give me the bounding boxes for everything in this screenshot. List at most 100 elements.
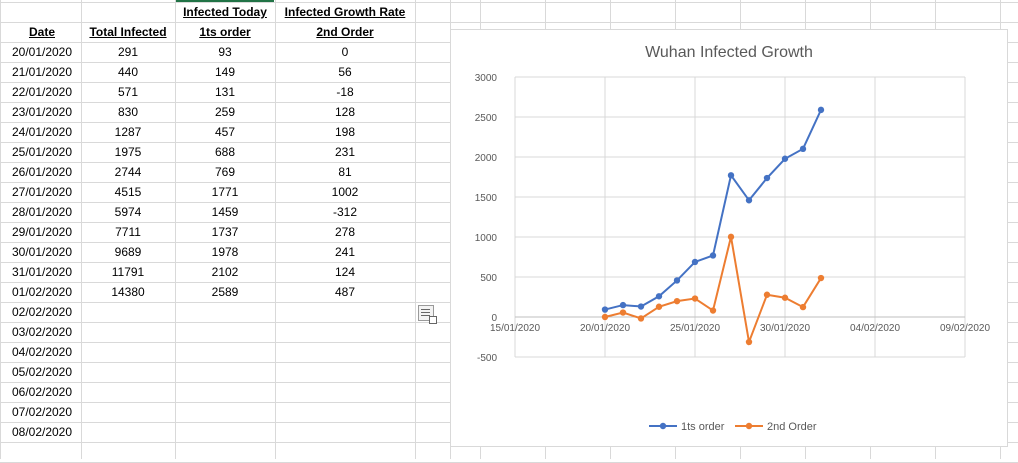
table-cell[interactable]: 31/01/2020 [11,265,73,279]
paste-options-icon[interactable] [418,305,437,324]
table-cell[interactable]: 231 [334,145,356,159]
grid-column-line [275,0,276,459]
table-cell[interactable]: 198 [334,125,356,139]
table-cell[interactable]: 571 [117,85,139,99]
table-cell[interactable]: 07/02/2020 [11,405,73,419]
data-point [763,291,771,298]
table-cell[interactable]: 291 [117,45,139,59]
table-cell[interactable]: 03/02/2020 [11,325,73,339]
data-point [745,197,753,204]
table-cell[interactable]: 25/01/2020 [11,145,73,159]
table-cell[interactable]: 440 [117,65,139,79]
table-cell[interactable]: 29/01/2020 [11,225,73,239]
grid-column-line [81,0,82,459]
data-point [781,155,789,162]
header-cell[interactable]: Infected Today [183,5,267,19]
table-cell[interactable]: 28/01/2020 [11,205,73,219]
header-cell[interactable]: Total Infected [89,25,167,39]
table-cell[interactable]: 5974 [114,205,142,219]
table-cell[interactable]: 1287 [114,125,142,139]
y-tick-label: 2500 [475,113,498,124]
table-cell[interactable]: 21/01/2020 [11,65,73,79]
data-point [781,294,789,301]
table-cell[interactable]: 93 [218,45,232,59]
header-cell[interactable]: 1ts order [199,25,251,39]
grid-row-line [0,2,1018,3]
y-tick-label: 1500 [475,193,498,204]
data-point [673,297,681,305]
table-cell[interactable]: 56 [338,65,352,79]
data-point [727,172,735,179]
table-cell[interactable]: 278 [334,225,356,239]
table-cell[interactable]: 27/01/2020 [11,185,73,199]
table-cell[interactable]: 04/02/2020 [11,345,73,359]
data-point [799,303,807,311]
x-tick-label: 25/01/2020 [670,323,720,334]
table-cell[interactable]: 0 [341,45,349,59]
data-point [601,306,609,313]
data-point [727,233,735,241]
table-cell[interactable]: 01/02/2020 [11,285,73,299]
chart-container[interactable]: Wuhan Infected Growth -500 0 500 1000 1500 200… [450,29,1008,447]
table-cell[interactable]: 124 [334,265,356,279]
data-point [637,315,645,322]
table-cell[interactable]: 14380 [111,285,145,299]
header-cell[interactable]: Infected Growth Rate [284,5,406,19]
table-cell[interactable]: 11791 [111,265,145,279]
data-point [655,293,663,300]
x-tick-label: 20/01/2020 [580,323,630,334]
grid-column-line [175,0,176,459]
table-cell[interactable]: 22/01/2020 [11,85,73,99]
legend-swatch-marker [745,422,753,430]
table-cell[interactable]: 1002 [331,185,359,199]
table-cell[interactable]: 128 [334,105,356,119]
table-cell[interactable]: 830 [117,105,139,119]
y-tick-label: 2000 [475,153,498,164]
header-cell[interactable]: 2nd Order [316,25,374,39]
table-cell[interactable]: 4515 [114,185,142,199]
table-cell[interactable]: 1771 [211,185,239,199]
table-cell[interactable]: 24/01/2020 [11,125,73,139]
table-cell[interactable]: -312 [332,205,358,219]
table-cell[interactable]: 81 [338,165,352,179]
data-point [691,258,699,266]
table-cell[interactable]: 769 [214,165,236,179]
legend-entry: 1ts order [681,421,725,433]
table-cell[interactable]: 688 [214,145,236,159]
x-tick-label: 30/01/2020 [760,323,810,334]
table-cell[interactable]: 20/01/2020 [11,45,73,59]
table-cell[interactable]: 1459 [211,205,239,219]
chart-title: Wuhan Infected Growth [645,44,813,61]
table-cell[interactable]: 1737 [211,225,239,239]
table-cell[interactable]: 26/01/2020 [11,165,73,179]
table-cell[interactable]: 30/01/2020 [11,245,73,259]
table-cell[interactable]: 9689 [114,245,142,259]
y-tick-label: -500 [477,353,497,364]
data-point [817,274,825,282]
table-cell[interactable]: 08/02/2020 [11,425,73,439]
data-point [799,145,807,153]
table-cell[interactable]: 23/01/2020 [11,105,73,119]
table-cell[interactable]: -18 [336,85,354,99]
header-cell[interactable]: Date [28,25,55,39]
legend-swatch-marker [659,422,667,430]
table-cell[interactable]: 149 [214,65,236,79]
table-cell[interactable]: 1975 [114,145,142,159]
table-cell[interactable]: 487 [334,285,356,299]
table-cell[interactable]: 2744 [114,165,142,179]
table-cell[interactable]: 2102 [211,265,239,279]
table-cell[interactable]: 02/02/2020 [11,305,73,319]
table-cell[interactable]: 1978 [211,245,239,259]
table-cell[interactable]: 06/02/2020 [11,385,73,399]
x-tick-label: 15/01/2020 [490,323,540,334]
table-cell[interactable]: 131 [214,85,236,99]
selected-column-indicator [176,0,274,2]
table-cell[interactable]: 2589 [211,285,239,299]
table-cell[interactable]: 05/02/2020 [11,365,73,379]
table-cell[interactable]: 241 [334,245,356,259]
table-cell[interactable]: 457 [214,125,236,139]
table-cell[interactable]: 7711 [115,225,141,239]
grid-column-line [0,0,1,459]
table-cell[interactable]: 259 [214,105,236,119]
legend-entry: 2nd Order [767,421,817,433]
